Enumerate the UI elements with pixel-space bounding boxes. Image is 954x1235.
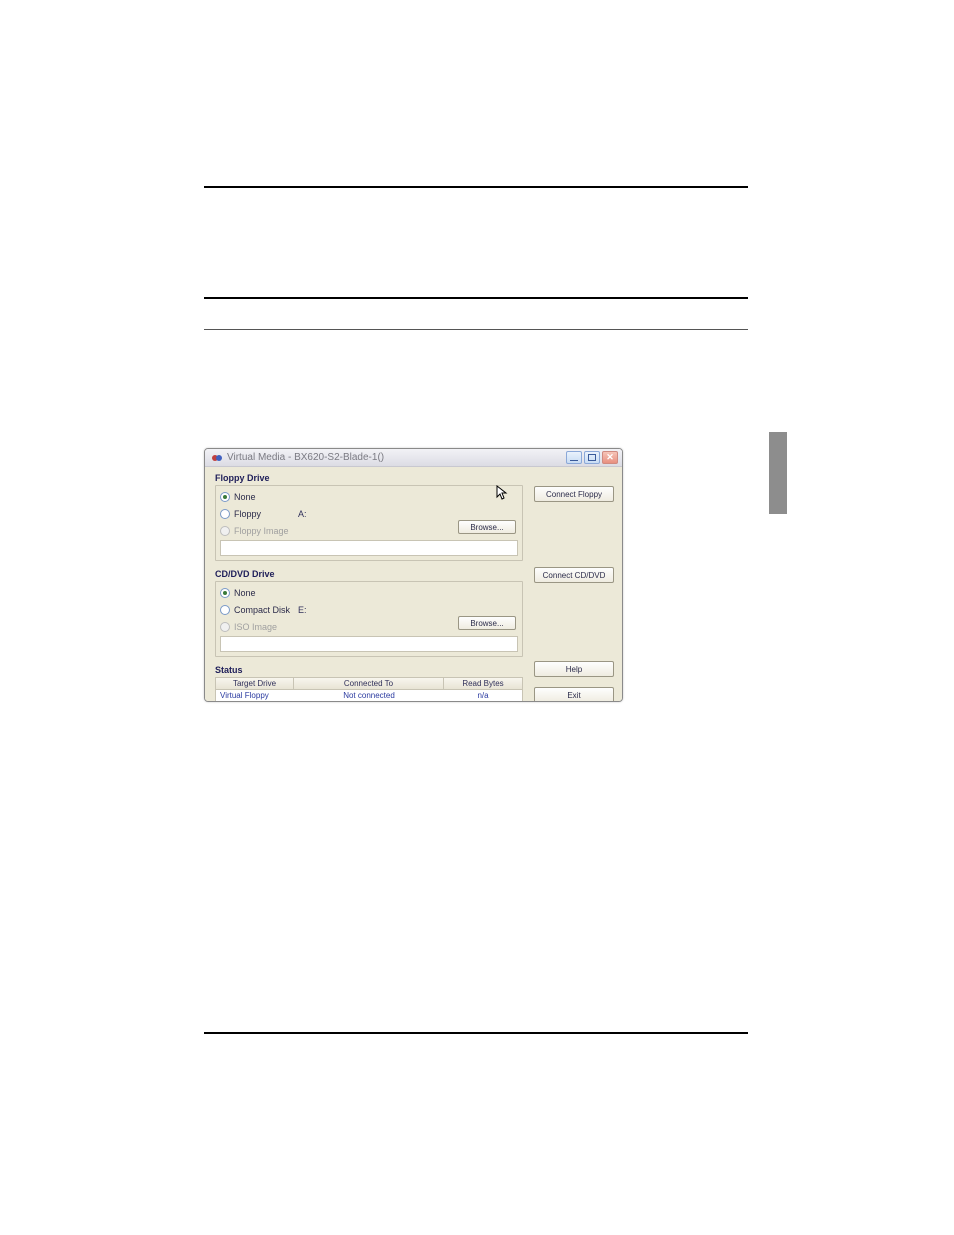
cddvd-drive-label: Compact Disk (234, 605, 298, 615)
cddvd-none-radio[interactable] (220, 588, 230, 598)
hr-top (204, 186, 748, 188)
cddvd-none-row[interactable]: None (220, 585, 518, 600)
maximize-button[interactable] (584, 451, 600, 464)
status-row: Virtual Floppy Not connected n/a (216, 690, 522, 701)
cddvd-drive-radio[interactable] (220, 605, 230, 615)
floppy-none-row[interactable]: None (220, 489, 518, 504)
cddvd-image-radio[interactable] (220, 622, 230, 632)
status-cell-read: n/a (444, 690, 522, 701)
floppy-image-radio[interactable] (220, 526, 230, 536)
status-header-target[interactable]: Target Drive (216, 678, 294, 689)
cddvd-browse-button[interactable]: Browse... (458, 616, 516, 630)
status-table: Target Drive Connected To Read Bytes Vir… (215, 677, 523, 702)
status-cell-connected: Not connected (294, 701, 444, 702)
window-controls: ✕ (566, 451, 618, 464)
help-button[interactable]: Help (534, 661, 614, 677)
right-button-column: Connect Floppy Connect CD/DVD Help Exit (534, 473, 614, 702)
cddvd-image-path-input[interactable] (220, 636, 518, 652)
floppy-image-label: Floppy Image (234, 526, 298, 536)
maximize-icon (588, 454, 596, 461)
close-button[interactable]: ✕ (602, 451, 618, 464)
hr-mid1 (204, 297, 748, 299)
app-icon (211, 452, 223, 464)
minimize-icon (570, 460, 578, 461)
hr-mid2 (204, 329, 748, 330)
floppy-image-path-input[interactable] (220, 540, 518, 556)
window-title: Virtual Media - BX620-S2-Blade-1() (227, 452, 384, 463)
status-row: Virtual CD Not connected n/a (216, 701, 522, 702)
minimize-button[interactable] (566, 451, 582, 464)
floppy-none-label: None (234, 492, 298, 502)
floppy-none-radio[interactable] (220, 492, 230, 502)
page-root: Virtual Media - BX620-S2-Blade-1() ✕ Flo… (0, 0, 954, 1235)
cddvd-image-label: ISO Image (234, 622, 298, 632)
status-cell-target: Virtual CD (216, 701, 294, 702)
status-cell-target: Virtual Floppy (216, 690, 294, 701)
status-cell-connected: Not connected (294, 690, 444, 701)
cddvd-drive-letter: E: (298, 605, 307, 615)
floppy-drive-label: Floppy (234, 509, 298, 519)
status-header-read[interactable]: Read Bytes (444, 678, 522, 689)
floppy-browse-button[interactable]: Browse... (458, 520, 516, 534)
floppy-drive-radio[interactable] (220, 509, 230, 519)
cddvd-frame: None Compact Disk E: ISO Image Browse... (215, 581, 523, 657)
status-cell-read: n/a (444, 701, 522, 702)
page-side-tab (769, 432, 787, 514)
floppy-drive-row[interactable]: Floppy A: (220, 506, 518, 521)
titlebar-left: Virtual Media - BX620-S2-Blade-1() (211, 452, 384, 464)
window-body: Floppy Drive None Floppy A: Floppy Image (205, 467, 622, 701)
hr-bottom (204, 1032, 748, 1034)
connect-floppy-button[interactable]: Connect Floppy (534, 486, 614, 502)
floppy-frame: None Floppy A: Floppy Image Browse... (215, 485, 523, 561)
virtual-media-window: Virtual Media - BX620-S2-Blade-1() ✕ Flo… (204, 448, 623, 702)
exit-button[interactable]: Exit (534, 687, 614, 702)
cddvd-drive-row[interactable]: Compact Disk E: (220, 602, 518, 617)
cddvd-none-label: None (234, 588, 298, 598)
floppy-drive-letter: A: (298, 509, 307, 519)
connect-cddvd-button[interactable]: Connect CD/DVD (534, 567, 614, 583)
close-icon: ✕ (606, 453, 614, 462)
status-header: Target Drive Connected To Read Bytes (216, 678, 522, 690)
status-header-connected[interactable]: Connected To (294, 678, 444, 689)
titlebar[interactable]: Virtual Media - BX620-S2-Blade-1() ✕ (205, 449, 622, 467)
